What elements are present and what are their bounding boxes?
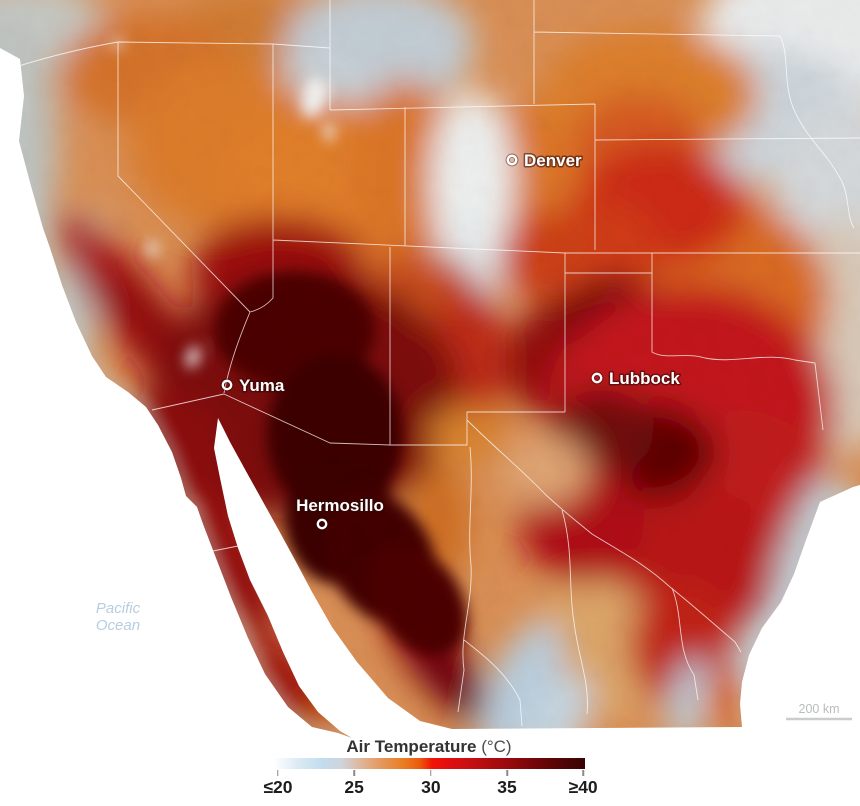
- svg-text:Pacific: Pacific: [96, 600, 141, 617]
- svg-text:Ocean: Ocean: [96, 617, 140, 634]
- legend-tick-label: ≥40: [568, 777, 598, 797]
- legend-tick-mark: [582, 770, 584, 776]
- city-denver: Denver: [505, 150, 584, 172]
- city-marker-icon: [591, 372, 603, 384]
- legend-tick-label: ≤20: [263, 777, 293, 797]
- city-yuma: Yuma: [220, 375, 286, 397]
- city-marker-icon: [221, 379, 233, 391]
- city-label: Denver: [524, 151, 582, 170]
- scale-bar: 200 km: [786, 702, 852, 721]
- city-marker-icon: [506, 154, 518, 166]
- land-area: [0, 0, 860, 738]
- legend-tick-mark: [506, 770, 508, 776]
- ocean-label: Pacific Ocean: [96, 600, 141, 634]
- legend-tick-mark: [430, 770, 432, 776]
- legend-tick-labels: ≤20 25 30 35 ≥40: [263, 777, 597, 799]
- scale-label: 200 km: [799, 702, 840, 716]
- legend-tick-mark: [353, 770, 355, 776]
- legend-tick-mark: [277, 770, 279, 776]
- legend-title-text: Air Temperature: [346, 737, 477, 756]
- state-borders: [0, 0, 860, 727]
- city-label: Yuma: [239, 376, 285, 395]
- city-marker-icon: [316, 518, 328, 530]
- city-label: Hermosillo: [296, 496, 384, 515]
- legend-gradient-bar: [273, 758, 585, 769]
- city-hermosillo: Hermosillo: [295, 495, 385, 531]
- legend-tick-label: 30: [421, 777, 441, 797]
- city-label: Lubbock: [609, 369, 680, 388]
- legend-tick-label: 35: [497, 777, 517, 797]
- legend-title: Air Temperature (°C): [346, 737, 511, 757]
- city-lubbock: Lubbock: [590, 368, 682, 390]
- legend-ticks: [273, 770, 585, 776]
- temperature-legend: Air Temperature (°C) ≤20 25 30 35 ≥40: [0, 735, 860, 806]
- legend-unit: (°C): [481, 737, 512, 756]
- legend-tick-label: 25: [344, 777, 364, 797]
